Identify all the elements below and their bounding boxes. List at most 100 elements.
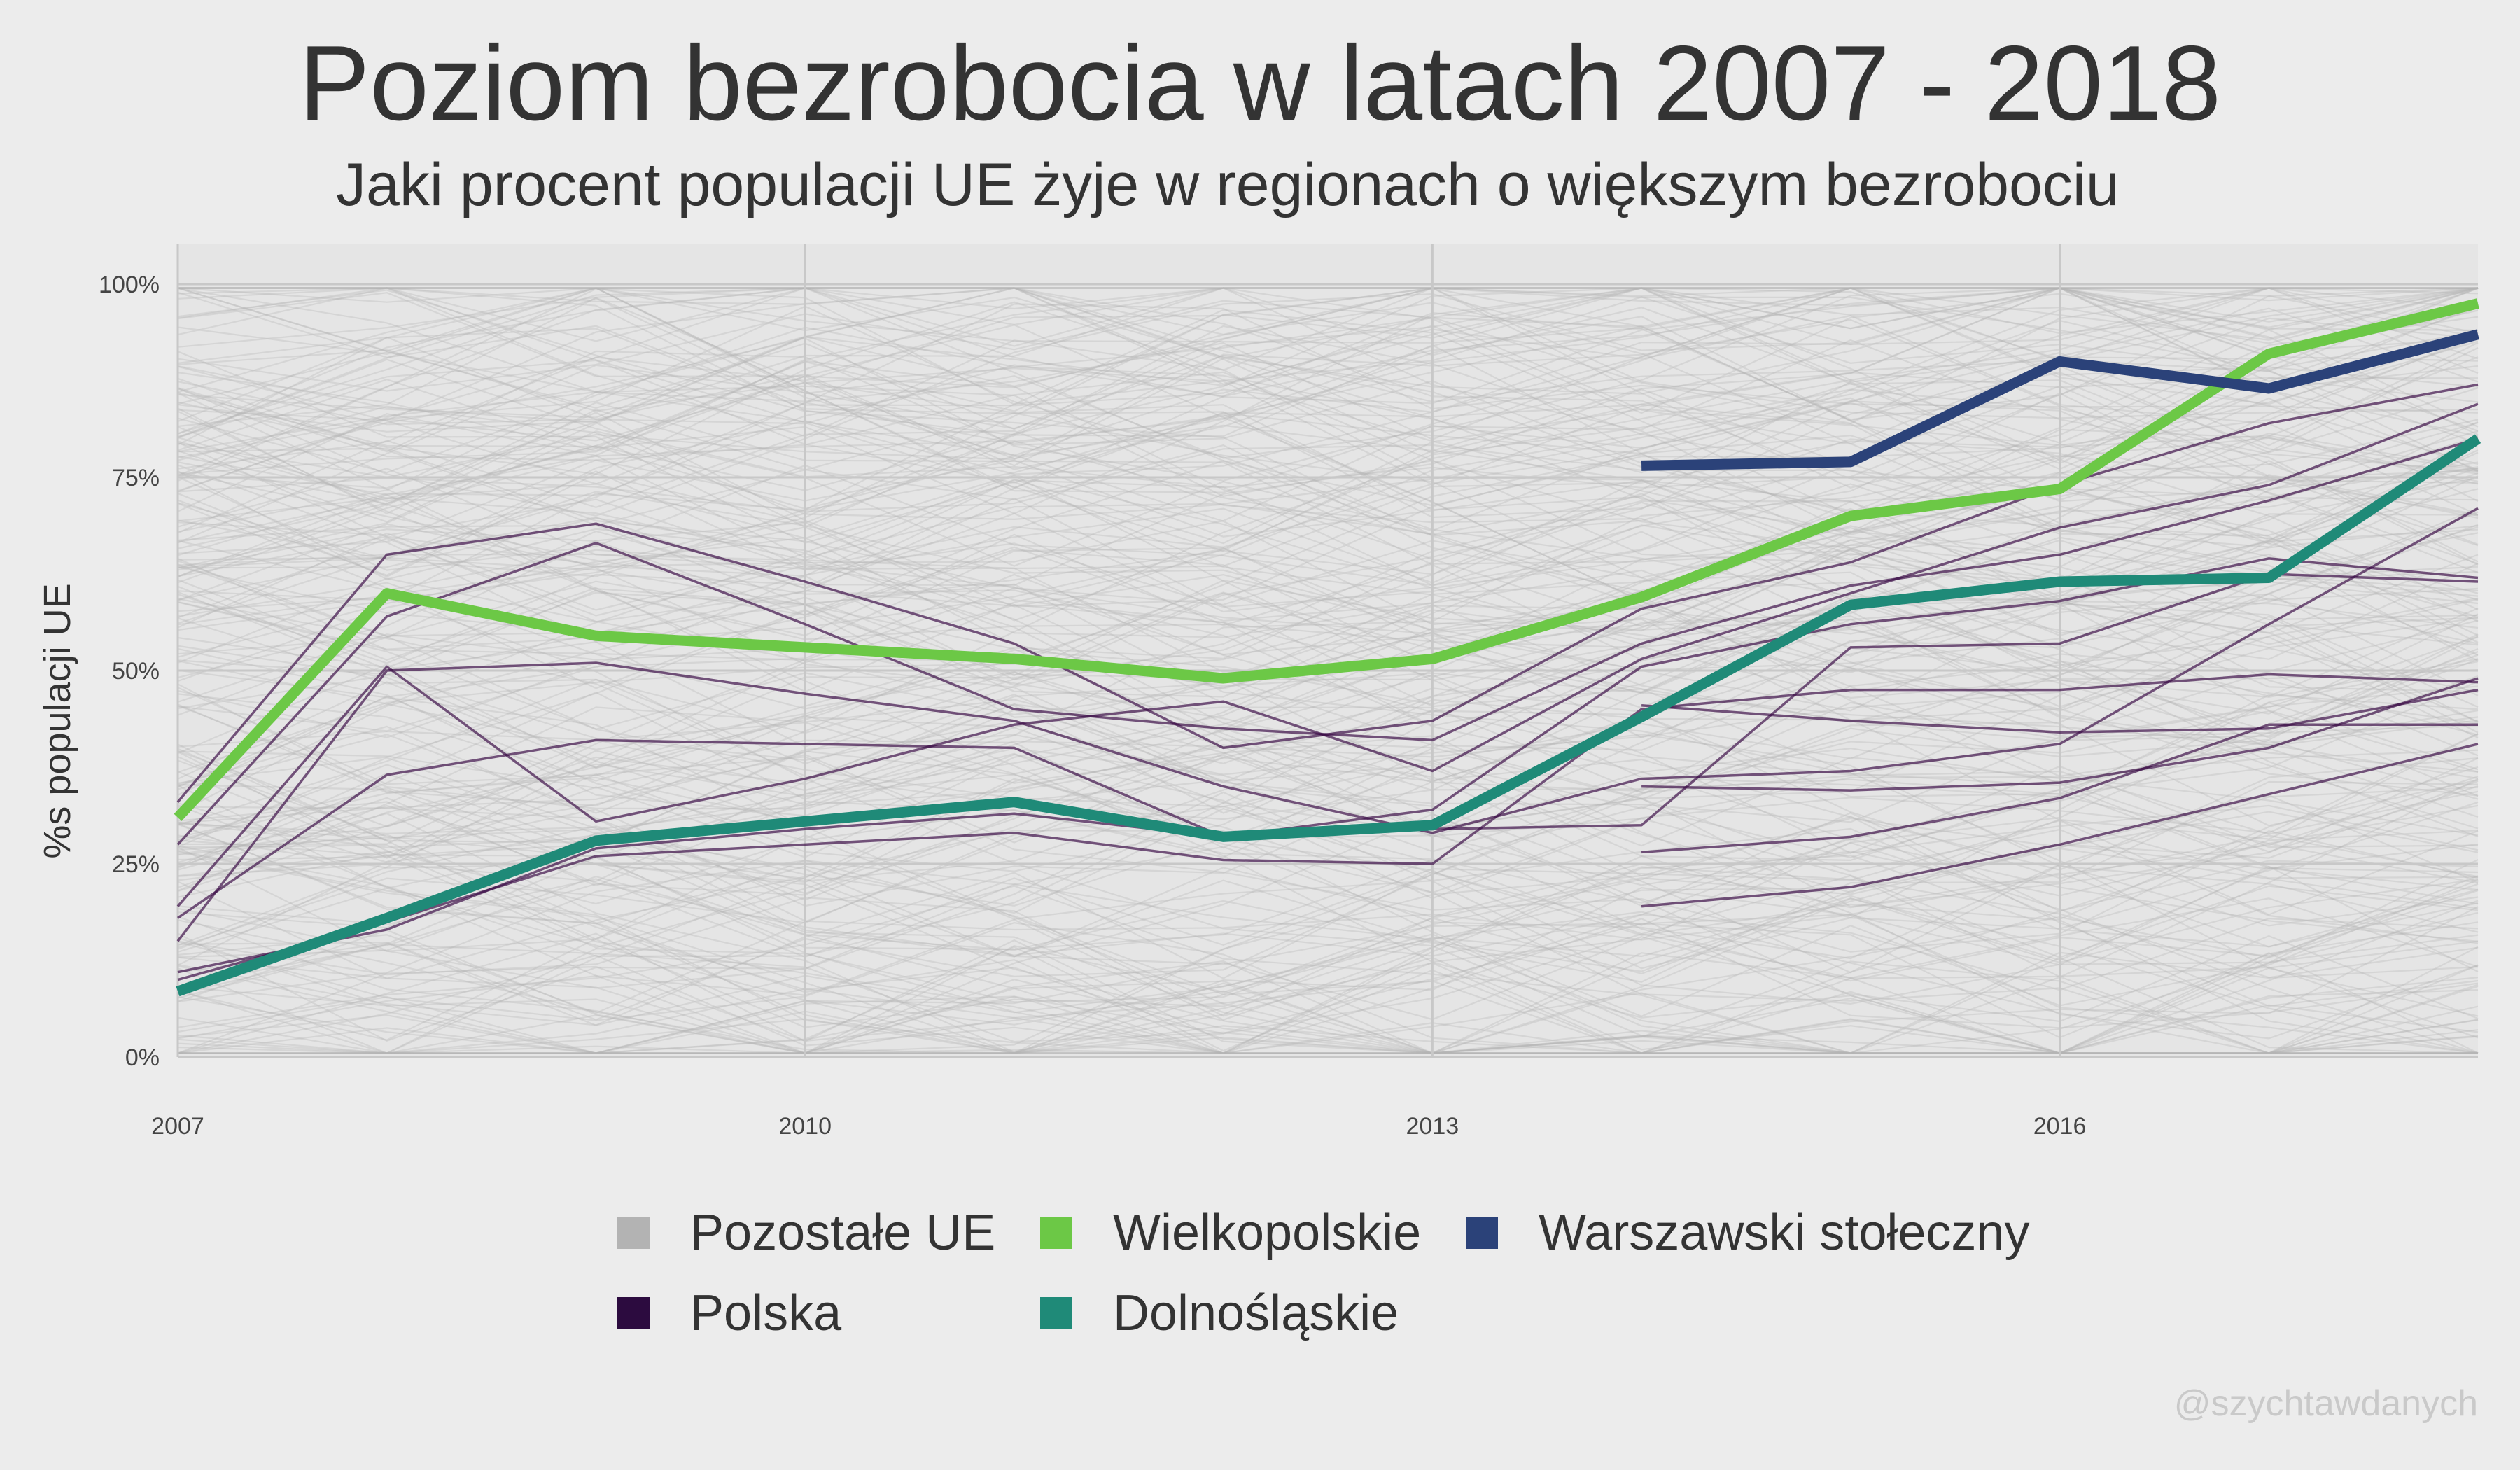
background-series-line	[177, 554, 2479, 869]
background-series-line	[177, 454, 2479, 892]
background-series-line	[177, 287, 2479, 533]
background-series-line	[177, 704, 2479, 847]
background-series-line	[177, 287, 2479, 451]
background-series-line	[177, 287, 2478, 460]
background-series-line	[177, 287, 2479, 601]
background-series-line	[177, 287, 2479, 550]
x-tick-label: 2016	[2033, 1113, 2087, 1140]
background-series-line	[177, 601, 2479, 817]
background-series-line	[177, 287, 2479, 423]
polska-region-line	[1641, 688, 2479, 734]
background-series-line	[177, 703, 2479, 930]
background-series-line	[177, 797, 2479, 942]
legend-key-pozostale	[617, 1217, 650, 1249]
background-series-line	[177, 365, 2479, 693]
background-series-line	[178, 287, 2479, 516]
background-series-line	[177, 463, 2479, 587]
background-series-line	[177, 896, 2479, 1054]
background-series-line	[177, 834, 2479, 1054]
background-series-line	[177, 733, 2479, 894]
background-series-line	[177, 287, 2479, 430]
background-series-line	[177, 866, 2479, 1040]
y-axis-label: %s populacji UE	[36, 583, 78, 858]
plot-panel	[178, 244, 2478, 1057]
background-series-line	[177, 850, 2479, 1054]
background-series-line	[177, 351, 2479, 708]
background-series-line	[177, 505, 2479, 788]
background-series-line	[177, 801, 2479, 991]
polska-region-line	[176, 507, 2479, 942]
background-series-line	[177, 388, 2479, 774]
background-series-line	[177, 530, 2479, 738]
polska-regions-group	[176, 383, 2479, 981]
background-series-line	[177, 617, 2479, 895]
background-series-line	[177, 287, 2479, 465]
background-series-line	[177, 371, 2479, 554]
background-series-line	[177, 287, 2479, 419]
background-series-line	[177, 377, 2479, 569]
background-series-line	[177, 410, 2479, 1054]
background-series-line	[177, 675, 2479, 1054]
background-series-line	[177, 651, 2479, 926]
x-tick-label: 2013	[1406, 1113, 1460, 1140]
background-series-line	[177, 287, 2479, 578]
credit-text: @szychtawdanych	[2174, 1383, 2478, 1424]
polska-region-line	[1641, 743, 2479, 908]
background-series-line	[178, 989, 2479, 1054]
background-series-line	[177, 602, 2479, 750]
y-tick-label: 100%	[99, 272, 160, 298]
background-series-line	[177, 570, 2479, 849]
background-series-line	[177, 897, 2479, 1054]
background-series-line	[177, 757, 2479, 958]
background-series-line	[177, 573, 2479, 732]
background-series-line	[177, 804, 2479, 950]
background-series-line	[177, 538, 2479, 1017]
background-series-line	[177, 536, 2479, 723]
background-series-line	[177, 513, 2479, 784]
y-tick-label: 25%	[112, 851, 160, 878]
background-series-line	[177, 524, 2479, 872]
background-series-line	[177, 678, 2479, 807]
background-series-line	[177, 859, 2479, 995]
background-series-line	[177, 911, 2479, 1054]
background-series-line	[177, 287, 2479, 517]
polska-region-line	[176, 402, 2479, 907]
background-series-line	[177, 461, 2479, 841]
background-series-line	[177, 287, 2478, 362]
background-series-line	[177, 407, 2479, 712]
background-series-line	[177, 386, 2479, 830]
background-series-line	[177, 850, 2479, 1054]
background-series-line	[177, 617, 2479, 854]
background-series-line	[177, 933, 2479, 1054]
background-series-line	[177, 704, 2479, 933]
background-series-line	[177, 316, 2479, 594]
background-series-line	[177, 316, 2479, 503]
legend-key-wielkopolskie	[1040, 1217, 1072, 1249]
legend-label-polska: Polska	[690, 1285, 842, 1341]
legend-item-wielkopolskie: Wielkopolskie	[1040, 1204, 1421, 1261]
chart-title: Poziom bezrobocia w latach 2007 - 2018	[298, 24, 2222, 143]
background-series-line	[177, 319, 2479, 693]
background-series-line	[177, 660, 2479, 1021]
background-series-line	[177, 804, 2479, 1054]
background-series-line	[178, 889, 2479, 1054]
background-series-line	[177, 547, 2479, 710]
background-series-line	[177, 744, 2479, 987]
background-series-line	[177, 287, 2479, 421]
background-series-line	[177, 471, 2479, 874]
background-series-line	[178, 816, 2479, 1054]
legend-label-pozostale: Pozostałe UE	[690, 1205, 996, 1261]
background-series-line	[177, 934, 2479, 1054]
background-series-line	[177, 532, 2479, 694]
legend-item-polska: Polska	[617, 1284, 841, 1342]
background-series-line	[177, 722, 2479, 1040]
polska-region-line	[177, 673, 2479, 981]
background-series-line	[177, 405, 2479, 905]
background-series-line	[177, 288, 2479, 565]
background-series-line	[177, 748, 2478, 1054]
background-series-line	[177, 287, 2479, 607]
background-series-line	[177, 743, 2479, 1028]
legend-key-dolnoslaskie	[1040, 1297, 1072, 1329]
background-series-line	[177, 287, 2479, 456]
